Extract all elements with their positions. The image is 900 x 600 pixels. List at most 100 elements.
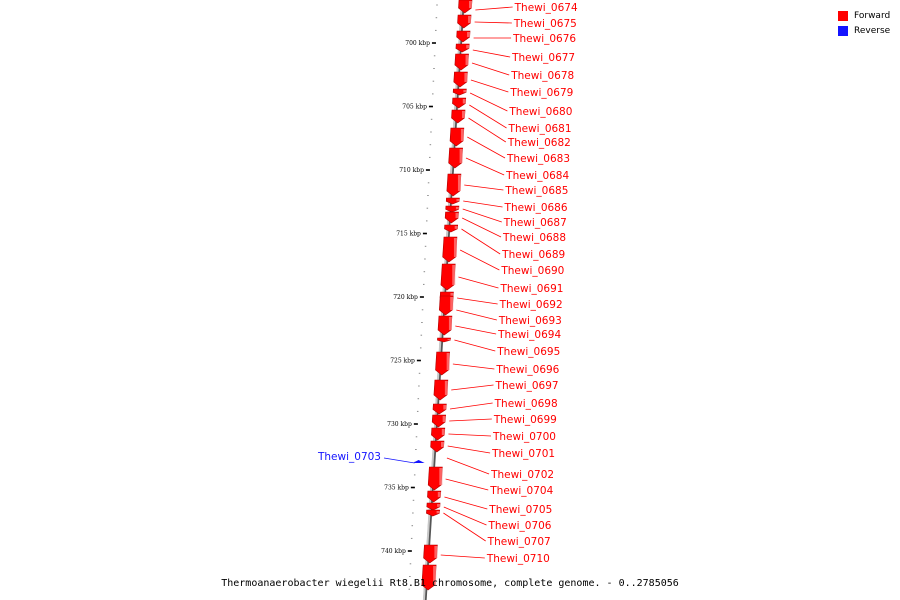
gene-label[interactable]: Thewi_0694	[497, 329, 561, 341]
gene-arrow-forward	[449, 127, 465, 147]
scale-label: 700 kbp	[405, 40, 430, 47]
gene-arrow-forward	[451, 109, 466, 124]
gene-arrow-forward	[426, 509, 440, 517]
leader-line	[443, 506, 487, 526]
gene-arrow-highlight	[433, 566, 437, 585]
leader-line	[458, 276, 499, 289]
gene-label[interactable]: Thewi_0695	[496, 346, 560, 358]
gene-arrow-highlight	[450, 293, 454, 299]
scale-label: 740 kbp	[381, 548, 406, 555]
gene-arrow-highlight	[448, 317, 452, 330]
gene-arrow-highlight	[460, 129, 464, 141]
gene-arrow-highlight	[463, 90, 467, 93]
gene-label[interactable]: Thewi_0685	[504, 185, 568, 197]
gene-label[interactable]: Thewi_0698	[494, 398, 558, 410]
gene-label[interactable]: Thewi_0678	[510, 70, 574, 82]
gene-label[interactable]: Thewi_0692	[499, 299, 563, 311]
gene-label-reverse[interactable]: Thewi_0703	[317, 451, 381, 463]
gene-arrow-forward	[445, 205, 460, 213]
scale-label: 715 kbp	[396, 231, 421, 238]
gene-label[interactable]: Thewi_0680	[508, 106, 572, 118]
gene-label[interactable]: Thewi_0677	[511, 52, 575, 64]
gene-arrow-forward	[435, 351, 450, 376]
gene-label[interactable]: Thewi_0679	[509, 87, 573, 99]
gene-label[interactable]: Thewi_0693	[498, 315, 562, 327]
gene-label[interactable]: Thewi_0702	[490, 469, 554, 481]
gene-label[interactable]: Thewi_0705	[488, 504, 552, 516]
gene-arrow-highlight	[455, 213, 459, 219]
scale-label: 735 kbp	[384, 485, 409, 492]
gene-arrow-forward	[426, 502, 441, 511]
gene-arrow-forward	[452, 88, 467, 96]
leader-line	[451, 384, 494, 391]
gene-arrow-forward	[440, 263, 456, 291]
scale-label: 725 kbp	[390, 358, 415, 365]
gene-label[interactable]: Thewi_0700	[492, 431, 556, 443]
gene-arrow-forward	[455, 43, 470, 53]
leader-line	[448, 433, 492, 437]
gene-arrow-highlight	[446, 353, 450, 370]
leader-line	[475, 6, 513, 11]
leader-line	[469, 92, 508, 112]
gene-arrow-forward	[431, 414, 446, 428]
gene-label[interactable]: Thewi_0704	[489, 485, 553, 497]
gene-label[interactable]: Thewi_0675	[513, 18, 577, 30]
legend: Forward Reverse	[838, 8, 890, 38]
leader-line	[465, 157, 505, 176]
leader-line	[459, 249, 500, 271]
leader-line	[467, 136, 506, 159]
scale-label: 710 kbp	[399, 167, 424, 174]
gene-arrow-forward	[444, 211, 459, 224]
leader-line	[449, 402, 493, 410]
gene-arrow-highlight	[457, 175, 461, 191]
gene-arrow-forward	[437, 315, 453, 336]
gene-label[interactable]: Thewi_0682	[507, 137, 571, 149]
leader-line	[461, 228, 501, 255]
gene-arrow-highlight	[444, 381, 448, 395]
leader-line	[470, 79, 509, 93]
gene-label[interactable]: Thewi_0681	[508, 123, 572, 135]
gene-label[interactable]: Thewi_0688	[502, 232, 566, 244]
gene-arrow-forward	[421, 564, 437, 591]
gene-label[interactable]: Thewi_0684	[505, 170, 569, 182]
gene-label[interactable]: Thewi_0690	[500, 265, 564, 277]
gene-arrow-forward	[442, 236, 458, 263]
gene-label[interactable]: Thewi_0687	[503, 217, 567, 229]
gene-arrow-forward	[430, 440, 445, 453]
gene-arrow-highlight	[452, 265, 456, 285]
gene-arrow-highlight	[442, 416, 446, 422]
gene-arrow-forward	[427, 490, 442, 503]
forward-swatch	[838, 10, 848, 21]
gene-label[interactable]: Thewi_0676	[512, 33, 576, 45]
gene-label[interactable]: Thewi_0696	[495, 364, 559, 376]
leader-line	[472, 49, 511, 58]
gene-label[interactable]: Thewi_0674	[514, 2, 578, 14]
leader-line	[445, 478, 489, 491]
leader-line	[444, 496, 488, 510]
gene-arrow-highlight	[454, 226, 458, 229]
gene-label[interactable]: Thewi_0691	[499, 283, 563, 295]
gene-arrow-highlight	[437, 504, 441, 507]
gene-label[interactable]: Thewi_0697	[495, 380, 559, 392]
gene-arrow-highlight	[456, 199, 460, 202]
gene-arrow-forward	[457, 14, 472, 29]
gene-label[interactable]: Thewi_0689	[501, 249, 565, 261]
leader-line	[443, 512, 486, 542]
gene-arrow-highlight	[466, 45, 470, 49]
gene-label[interactable]: Thewi_0706	[487, 520, 551, 532]
gene-label[interactable]: Thewi_0707	[487, 536, 551, 548]
scale-axis: 700 kbp 705 kbp 710 kbp 715 kbp 720 kbp 725 k…	[381, 40, 436, 555]
gene-label[interactable]: Thewi_0686	[504, 202, 568, 214]
leader-line-reverse	[383, 457, 415, 464]
reverse-swatch	[838, 25, 848, 36]
scale-label: 730 kbp	[387, 421, 412, 428]
gene-arrow-highlight	[439, 468, 443, 485]
gene-label[interactable]: Thewi_0710	[486, 553, 550, 565]
gene-label[interactable]: Thewi_0683	[506, 153, 570, 165]
gene-label[interactable]: Thewi_0699	[493, 414, 557, 426]
gene-label[interactable]: Thewi_0701	[491, 448, 555, 460]
gene-arrow-highlight	[447, 339, 451, 341]
gene-arrow-forward	[432, 403, 447, 415]
legend-item-forward: Forward	[838, 8, 890, 23]
